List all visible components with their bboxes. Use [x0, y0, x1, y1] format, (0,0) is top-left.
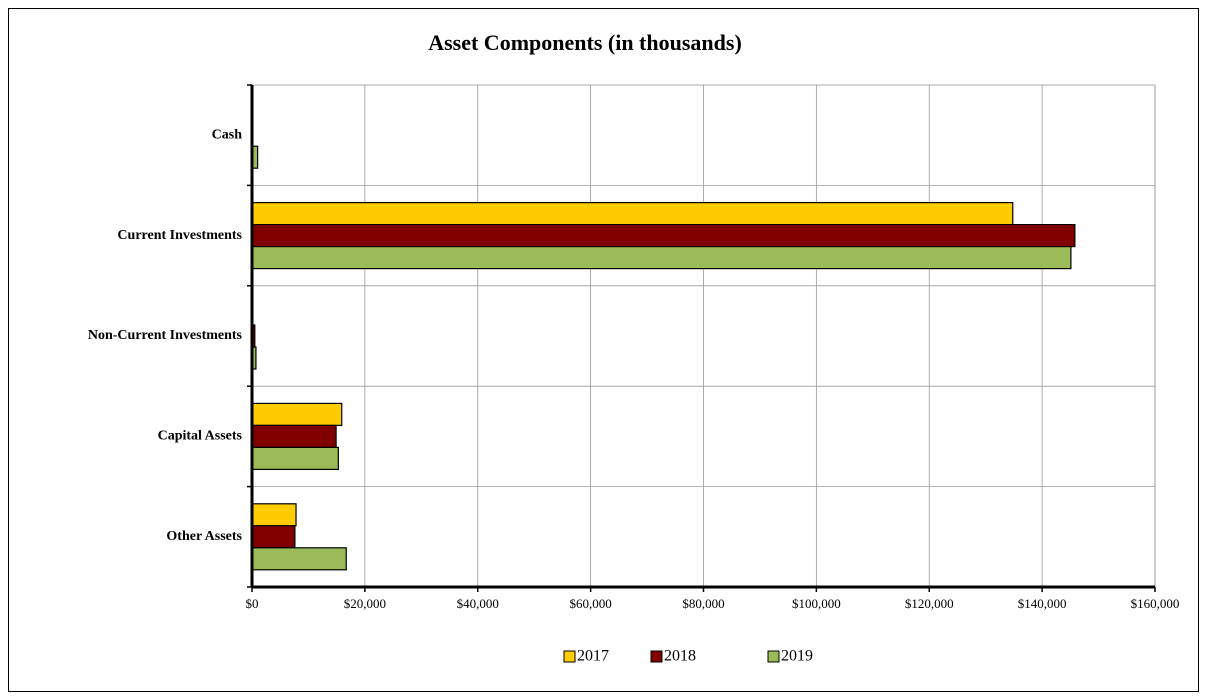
- chart-title: Asset Components (in thousands): [428, 30, 742, 55]
- x-tick-label: $20,000: [344, 596, 386, 611]
- x-tick-label: $0: [246, 596, 259, 611]
- x-tick-label: $80,000: [682, 596, 724, 611]
- bar: [251, 402, 343, 426]
- y-tick-label: Capital Assets: [158, 429, 243, 444]
- bar: [251, 446, 339, 470]
- x-tick-label: $100,000: [792, 596, 841, 611]
- x-tick-label: $40,000: [457, 596, 499, 611]
- y-tick-label: Cash: [212, 127, 243, 142]
- legend-swatch: [650, 650, 663, 663]
- bar: [251, 202, 1014, 226]
- y-tick-label: Other Assets: [166, 529, 242, 544]
- x-tick-label: $160,000: [1131, 596, 1180, 611]
- chart-border: [8, 8, 1199, 692]
- y-tick-label: Current Investments: [117, 228, 242, 243]
- legend-label: 2018: [664, 648, 696, 665]
- legend-swatch: [767, 650, 780, 663]
- bar: [251, 547, 347, 571]
- legend-swatch: [563, 650, 576, 663]
- bar: [251, 525, 296, 549]
- x-tick-label: $140,000: [1018, 596, 1067, 611]
- bar: [251, 246, 1072, 270]
- x-tick-label: $60,000: [570, 596, 612, 611]
- bar: [251, 224, 1076, 248]
- legend-label: 2019: [781, 648, 813, 665]
- legend-label: 2017: [577, 648, 609, 665]
- bar: [251, 424, 337, 448]
- bar: [251, 503, 297, 527]
- y-tick-label: Non-Current Investments: [88, 328, 243, 343]
- x-tick-label: $120,000: [905, 596, 954, 611]
